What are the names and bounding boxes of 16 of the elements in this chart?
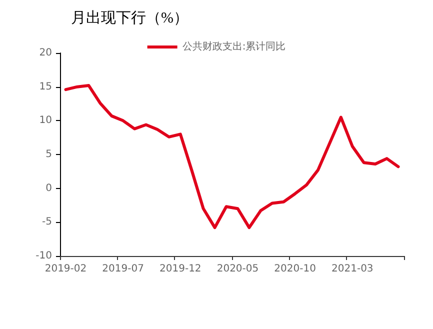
y-tick-label: -5 — [42, 216, 52, 228]
legend-label: 公共财政支出:累计同比 — [182, 40, 286, 52]
y-tick-label: 5 — [46, 149, 52, 160]
line-series — [64, 84, 400, 230]
x-tick-label: 2019-07 — [102, 264, 144, 274]
x-tick-label: 2020-10 — [274, 264, 316, 274]
x-tick-label: 2021-03 — [332, 264, 374, 274]
x-tick-label: 2020-05 — [216, 264, 259, 274]
y-tick-label: 20 — [39, 48, 52, 58]
chart-title: 月出现下行（%） — [71, 10, 188, 26]
x-tick-label: 2019-12 — [160, 264, 202, 274]
y-tick-label: 0 — [46, 182, 52, 194]
y-tick-label: 10 — [39, 115, 52, 126]
x-tick-label: 2019-02 — [44, 264, 87, 274]
y-tick-label: -10 — [36, 250, 52, 262]
y-tick-label: 15 — [39, 81, 52, 92]
